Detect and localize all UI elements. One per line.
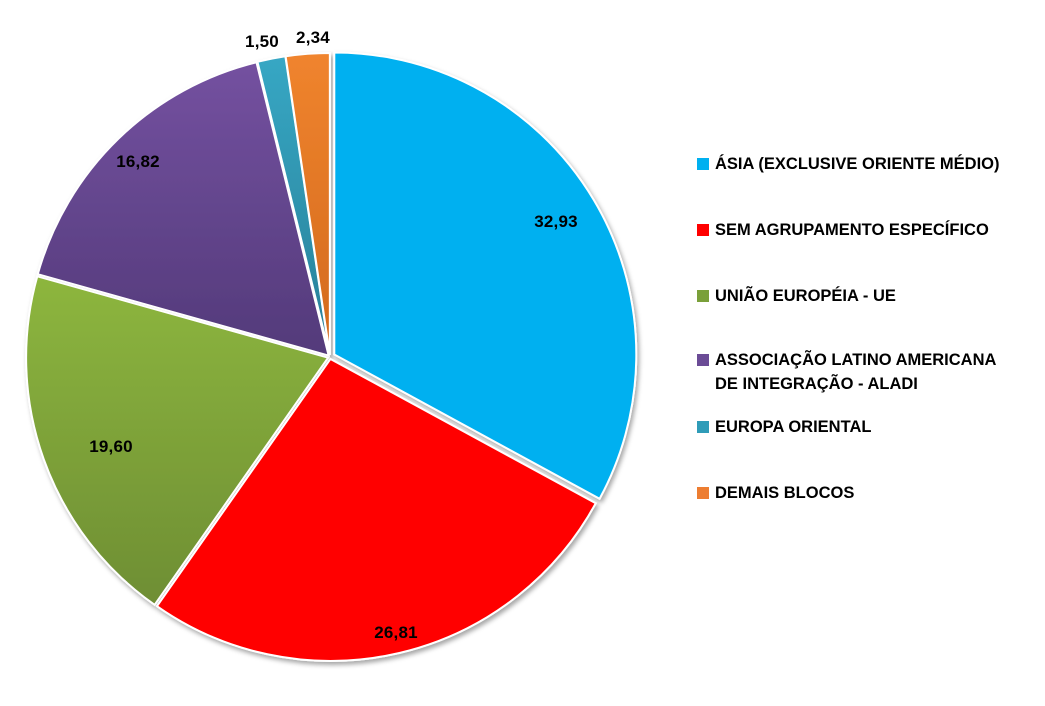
legend-swatch-aladi [697, 354, 709, 366]
pie-slice-demais-blocos [284, 52, 331, 356]
data-label-sem-agrupamento: 26,81 [374, 623, 418, 642]
legend-label: DEMAIS BLOCOS [715, 484, 855, 502]
legend-label: SEM AGRUPAMENTO ESPECÍFICO [715, 221, 989, 239]
legend-item-aladi: ASSOCIAÇÃO LATINO AMERICANA DE INTEGRAÇÃ… [697, 348, 996, 396]
data-label-aladi: 16,82 [116, 152, 160, 171]
legend-label: ASSOCIAÇÃO LATINO AMERICANA DE INTEGRAÇÃ… [715, 351, 997, 393]
pie-slice-sem-agrupamento [155, 357, 598, 662]
legend-swatch-demais-blocos [697, 487, 709, 499]
data-label-ue: 19,60 [89, 437, 133, 456]
data-label-europa-oriental: 1,50 [245, 32, 279, 51]
legend-label: EUROPA ORIENTAL [715, 418, 872, 436]
legend-swatch-europa-oriental [697, 421, 709, 433]
legend-item-asia: ÁSIA (EXCLUSIVE ORIENTE MÉDIO) [697, 152, 1000, 176]
data-label-asia: 32,93 [534, 212, 578, 231]
pie-slice-aladi [36, 61, 330, 357]
legend-swatch-asia [697, 158, 709, 170]
pie-slice-asia [333, 51, 638, 501]
legend-item-europa-oriental: EUROPA ORIENTAL [697, 415, 871, 439]
legend-item-ue: UNIÃO EUROPÉIA - UE [697, 284, 896, 308]
legend-label: UNIÃO EUROPÉIA - UE [715, 287, 896, 305]
legend-swatch-ue [697, 290, 709, 302]
legend-item-sem-agrupamento: SEM AGRUPAMENTO ESPECÍFICO [697, 218, 989, 242]
legend-item-demais-blocos: DEMAIS BLOCOS [697, 481, 854, 505]
legend-swatch-sem-agrupamento [697, 224, 709, 236]
pie-slice-ue [25, 275, 330, 607]
data-label-demais-blocos: 2,34 [296, 28, 330, 47]
legend-label: ÁSIA (EXCLUSIVE ORIENTE MÉDIO) [715, 155, 1000, 173]
